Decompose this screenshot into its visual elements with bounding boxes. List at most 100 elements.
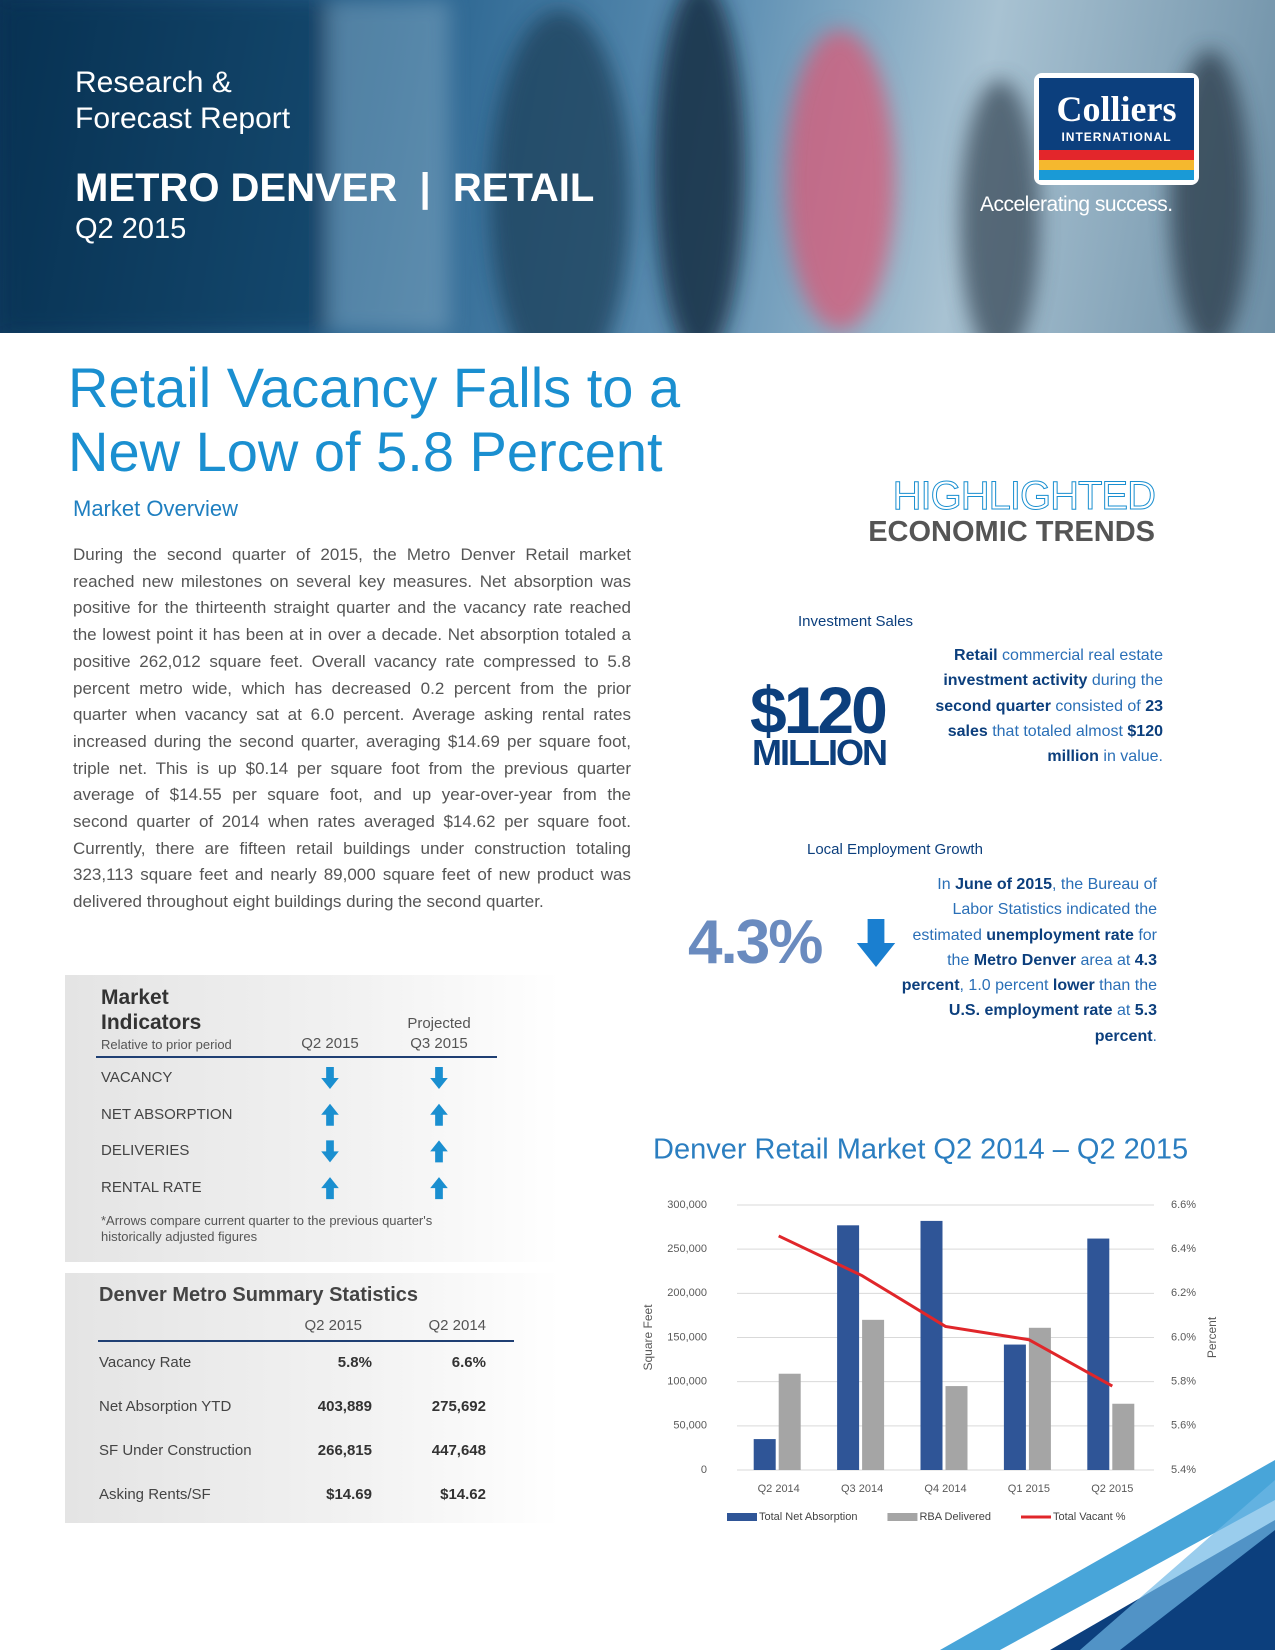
text-run: U.S. employment rate [948,1002,1113,1020]
x-tick-label: Q1 2015 [1008,1483,1050,1495]
text-run: consisted of [1050,697,1146,715]
bar [862,1319,885,1470]
y-tick-label: 200,000 [667,1287,707,1299]
bar [1028,1327,1051,1470]
trend-label: Local Employment Growth [807,841,983,858]
row-label: SF Under Construction [99,1442,252,1459]
report-type: Research & [75,66,232,99]
column-header: Q3 2015 [410,1035,468,1052]
indicator-label: RENTAL RATE [101,1179,202,1197]
section-heading: Market Overview [73,496,239,521]
trend-arrow [856,919,896,967]
text-run: during the [1087,672,1163,690]
cell: 447,648 [431,1442,486,1459]
text-run: . [1152,1027,1157,1045]
decor [1050,1520,1275,1650]
text-run: 23 sales [947,697,1163,740]
column-header: Q2 2014 [428,1317,486,1334]
overview-body: During the second quarter of 2015, the M… [73,545,631,912]
text-run: , the Bureau of Labor Statistics indicat… [912,876,1157,944]
text-run: that totaled almost [987,722,1128,740]
y2-tick-label: 6.0% [1171,1331,1196,1343]
indicator-label: DELIVERIES [101,1142,190,1160]
row-label: Asking Rents/SF [99,1486,211,1503]
bar [778,1373,801,1470]
legend-label: RBA Delivered [919,1511,991,1523]
note: *Arrows compare current quarter to the p… [101,1213,433,1244]
y2-tick-label: 5.4% [1171,1464,1196,1476]
y2-tick-label: 5.6% [1171,1420,1196,1432]
text-run: , 1.0 percent [959,977,1053,995]
trend-figure: 4.3% [688,908,823,977]
text-run: Retail [954,647,998,664]
indicators-title: Indicators [101,1011,202,1034]
period: Q2 2015 [75,213,187,245]
text-run: Metro Denver [973,951,1077,969]
chart-title: Denver Retail Market Q2 2014 – Q2 2015 [653,1134,1188,1166]
text-run: lower [1052,977,1095,995]
decor [940,1460,1275,1650]
y-axis-label: Square Feet [641,1304,655,1371]
headline: New Low of 5.8 Percent [68,420,663,483]
decor [1080,1480,1275,1650]
cell: 6.6% [451,1354,486,1371]
trend-figure: MILLION [752,732,888,773]
bar [837,1225,860,1470]
summary-title: Denver Metro Summary Statistics [99,1284,419,1306]
y2-tick-label: 6.6% [1171,1199,1196,1211]
y2-tick-label: 5.8% [1171,1376,1196,1388]
hero-graphic [0,0,1250,333]
indicator-label: VACANCY [101,1069,173,1086]
bar [1112,1403,1135,1470]
bar [920,1220,943,1470]
legend-label: Total Vacant % [1053,1511,1126,1523]
x-tick-label: Q2 2015 [1091,1483,1133,1495]
text-run: area at [1076,951,1135,969]
tagline: Accelerating success. [980,193,1173,216]
y2-tick-label: 6.2% [1171,1287,1196,1299]
hero-image [0,0,1275,333]
cell: $14.69 [326,1486,372,1503]
cell: 275,692 [431,1398,486,1415]
cell: 403,889 [317,1398,372,1415]
text-run: 4.3 percent [901,951,1157,995]
cell: $14.62 [440,1486,486,1503]
y-tick-label: 0 [701,1464,707,1476]
y-tick-label: 100,000 [667,1376,707,1388]
y-tick-label: 300,000 [667,1199,707,1211]
trend-label: Investment Sales [798,613,914,630]
text-run: 5.3 percent [1094,1002,1157,1045]
text-run: at [1112,1002,1135,1020]
text-run: $120 million [1047,722,1163,766]
text-run: commercial real estate [997,647,1163,664]
trends-heading: ECONOMIC TRENDS [868,516,1155,548]
column-header: Projected [407,1015,471,1032]
indicators-title: Market [101,986,169,1009]
bar [1087,1238,1110,1470]
text-run: investment activity [943,672,1088,690]
legend-swatch [727,1513,757,1521]
bar [753,1439,776,1470]
y2-tick-label: 6.4% [1171,1243,1196,1255]
row-label: Vacancy Rate [99,1354,192,1371]
logo-sub: INTERNATIONAL [1061,130,1172,144]
y-tick-label: 250,000 [667,1243,707,1255]
trends-heading: HIGHLIGHTED [892,474,1156,519]
text-run: in value. [1098,748,1163,766]
trend-figure: $120 [750,673,888,747]
bar [945,1386,968,1470]
column-header: Q2 2015 [301,1035,359,1052]
headline: Retail Vacancy Falls to a [68,356,681,419]
x-tick-label: Q4 2014 [924,1483,966,1495]
line-series [778,1234,1114,1388]
x-tick-label: Q2 2014 [758,1483,800,1495]
report-type: Forecast Report [75,102,291,135]
indicators-panel [65,975,560,1262]
trend-text: In June of 2015, the Bureau of Labor Sta… [900,872,1157,1049]
text-run: In [937,876,956,893]
y-tick-label: 150,000 [667,1331,707,1343]
summary-panel [65,1273,560,1523]
cell: 5.8% [337,1354,372,1371]
text-run: than the [1094,977,1157,995]
